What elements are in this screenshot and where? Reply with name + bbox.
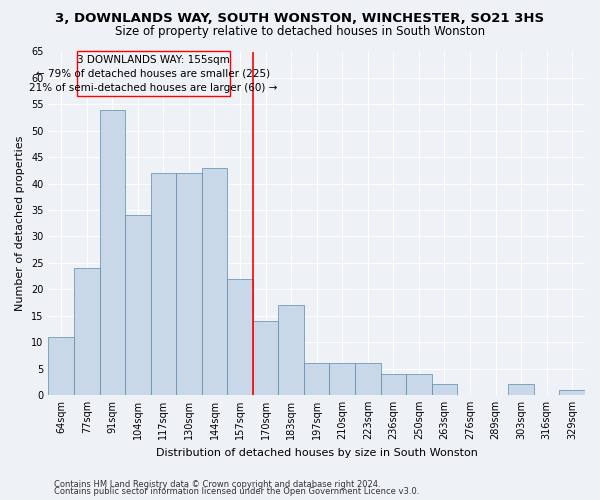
Bar (559, 390, 585, 395)
Bar (329, 363, 355, 395)
Bar (100, 110, 125, 395)
Text: Size of property relative to detached houses in South Wonston: Size of property relative to detached ho… (115, 25, 485, 38)
Text: Contains public sector information licensed under the Open Government Licence v3: Contains public sector information licen… (54, 488, 419, 496)
Y-axis label: Number of detached properties: Number of detached properties (16, 136, 25, 311)
Bar (304, 363, 329, 395)
Bar (176, 173, 202, 395)
Bar (49, 337, 74, 395)
Bar (74, 268, 100, 395)
Bar (355, 363, 380, 395)
Bar (406, 374, 431, 395)
Bar (227, 278, 253, 395)
Bar (508, 384, 534, 395)
Bar (125, 216, 151, 395)
Bar (278, 305, 304, 395)
Bar (380, 374, 406, 395)
Bar (253, 321, 278, 395)
Text: Contains HM Land Registry data © Crown copyright and database right 2024.: Contains HM Land Registry data © Crown c… (54, 480, 380, 489)
Bar (431, 384, 457, 395)
Text: 3, DOWNLANDS WAY, SOUTH WONSTON, WINCHESTER, SO21 3HS: 3, DOWNLANDS WAY, SOUTH WONSTON, WINCHES… (55, 12, 545, 26)
FancyBboxPatch shape (77, 52, 230, 96)
Bar (151, 173, 176, 395)
Bar (202, 168, 227, 395)
X-axis label: Distribution of detached houses by size in South Wonston: Distribution of detached houses by size … (156, 448, 478, 458)
Text: 3 DOWNLANDS WAY: 155sqm
← 79% of detached houses are smaller (225)
21% of semi-d: 3 DOWNLANDS WAY: 155sqm ← 79% of detache… (29, 55, 277, 93)
